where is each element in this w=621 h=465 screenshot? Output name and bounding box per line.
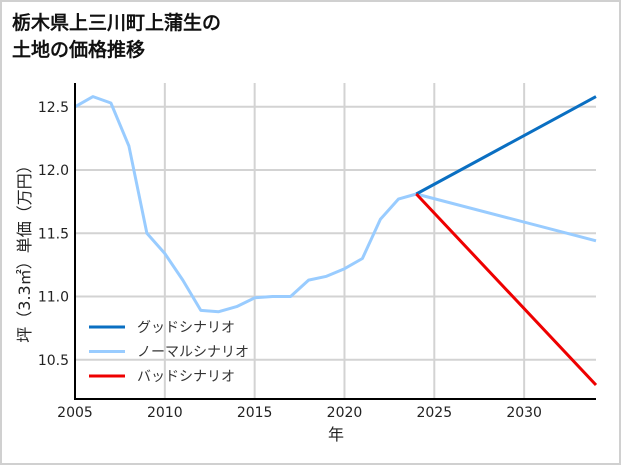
y-tick-label: 12.0 bbox=[38, 163, 69, 179]
x-axis-label: 年 bbox=[328, 425, 344, 444]
grid-lines bbox=[75, 83, 596, 399]
legend-label: バッドシナリオ bbox=[137, 369, 235, 385]
series-line bbox=[415, 192, 598, 387]
series-line bbox=[74, 95, 597, 314]
series-line bbox=[415, 95, 597, 196]
x-tick-label: 2030 bbox=[506, 405, 542, 421]
axes bbox=[74, 83, 596, 400]
y-tick-label: 11.0 bbox=[38, 290, 69, 306]
y-tick-label: 11.5 bbox=[38, 226, 69, 242]
tick-labels: 2005 2010 2015 2020 2025 2030 10.5 11.0 11.5 12.0… bbox=[38, 100, 542, 421]
legend-label: グッドシナリオ bbox=[137, 320, 235, 336]
series-lines bbox=[74, 95, 598, 387]
chart-title: 栃木県上三川町上蒲生の 土地の価格推移 bbox=[12, 10, 221, 64]
x-tick-label: 2025 bbox=[416, 405, 452, 421]
y-tick-label: 12.5 bbox=[38, 100, 69, 116]
x-tick-label: 2010 bbox=[147, 405, 183, 421]
x-tick-label: 2005 bbox=[57, 405, 93, 421]
x-tick-label: 2015 bbox=[237, 405, 273, 421]
y-axis-label: 坪（3.3㎡）単価（万円） bbox=[15, 157, 34, 342]
y-tick-label: 10.5 bbox=[38, 353, 69, 369]
x-tick-label: 2020 bbox=[327, 405, 363, 421]
legend-label: ノーマルシナリオ bbox=[137, 345, 249, 361]
title-line-1: 栃木県上三川町上蒲生の bbox=[12, 12, 222, 34]
title-line-2: 土地の価格推移 bbox=[12, 39, 146, 61]
